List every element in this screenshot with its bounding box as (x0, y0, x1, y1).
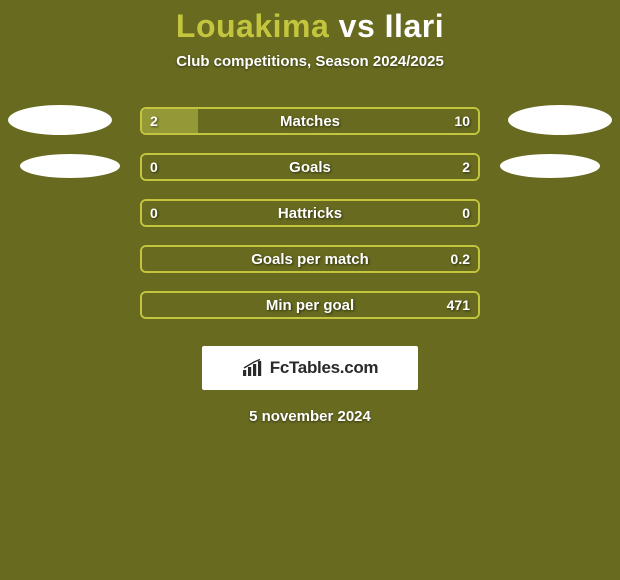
stat-bar (140, 245, 480, 273)
stat-bar-right (142, 293, 478, 317)
club-crest-left (20, 154, 120, 178)
comparison-card: Louakima vs Ilari Club competitions, Sea… (0, 0, 620, 580)
subtitle: Club competitions, Season 2024/2025 (0, 53, 620, 70)
player-avatar-left (8, 105, 112, 135)
stat-row: Goals02 (0, 144, 620, 190)
stat-bar-right (198, 109, 478, 133)
bar-chart-icon (242, 359, 264, 377)
stat-bar-right (142, 201, 478, 225)
club-crest-right (500, 154, 600, 178)
player-avatar-right (508, 105, 612, 135)
stat-bar (140, 107, 480, 135)
footer-date: 5 november 2024 (0, 408, 620, 425)
stat-bar (140, 153, 480, 181)
stat-bar-left (142, 109, 198, 133)
player2-name: Ilari (385, 8, 444, 44)
stat-bar (140, 291, 480, 319)
brand-badge[interactable]: FcTables.com (202, 346, 418, 390)
page-title: Louakima vs Ilari (0, 0, 620, 45)
brand-text: FcTables.com (270, 358, 379, 378)
player1-name: Louakima (176, 8, 329, 44)
stat-row: Matches210 (0, 98, 620, 144)
stat-row: Min per goal471 (0, 282, 620, 328)
stat-bar (140, 199, 480, 227)
stat-row: Hattricks00 (0, 190, 620, 236)
stat-rows: Matches210Goals02Hattricks00Goals per ma… (0, 98, 620, 328)
stat-bar-right (142, 155, 478, 179)
vs-separator: vs (339, 8, 376, 44)
stat-bar-right (142, 247, 478, 271)
stat-row: Goals per match0.2 (0, 236, 620, 282)
